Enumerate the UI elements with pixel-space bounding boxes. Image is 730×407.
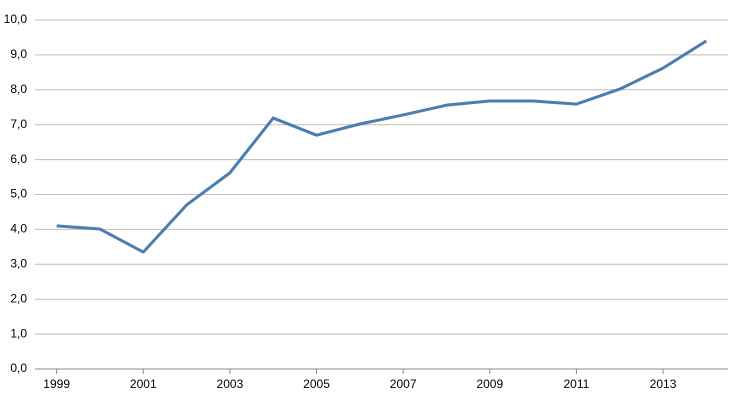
y-tick-label: 1,0 bbox=[10, 326, 27, 340]
x-tick-label: 2009 bbox=[476, 377, 503, 391]
x-tick-label: 2007 bbox=[390, 377, 417, 391]
y-tick-label: 3,0 bbox=[10, 256, 27, 270]
y-tick-label: 2,0 bbox=[10, 291, 27, 305]
x-tick-label: 2001 bbox=[130, 377, 157, 391]
data-line bbox=[56, 39, 708, 254]
x-tick-label: 2003 bbox=[217, 377, 244, 391]
y-tick-label: 0,0 bbox=[10, 361, 27, 375]
y-tick-label: 7,0 bbox=[10, 117, 27, 131]
x-tick-label: 2011 bbox=[564, 377, 590, 391]
y-tick-label: 5,0 bbox=[10, 187, 27, 201]
y-tick-label: 8,0 bbox=[10, 82, 27, 96]
x-tick-label: 1999 bbox=[43, 377, 70, 391]
y-tick-label: 6,0 bbox=[10, 152, 27, 166]
y-tick-label: 9,0 bbox=[10, 47, 27, 61]
y-tick-label: 4,0 bbox=[10, 222, 27, 236]
x-tick-label: 2013 bbox=[650, 377, 677, 391]
y-tick-label: 10,0 bbox=[4, 12, 28, 26]
x-tick-label: 2005 bbox=[303, 377, 330, 391]
